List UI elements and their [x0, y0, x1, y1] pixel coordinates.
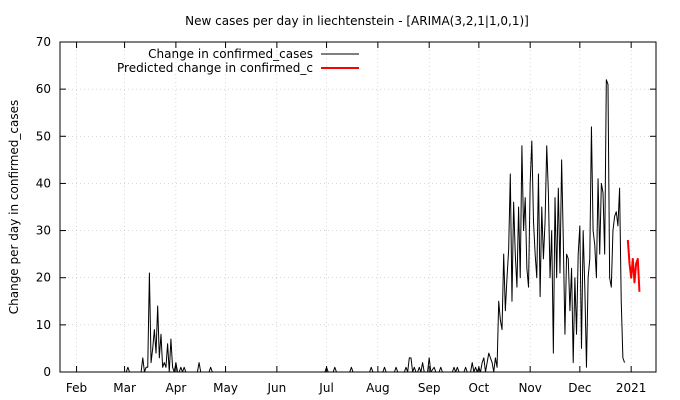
- series-layer: [60, 79, 641, 373]
- chart-title: New cases per day in liechtenstein - [AR…: [185, 14, 529, 28]
- legend-label-predicted: Predicted change in confirmed_c: [117, 61, 313, 75]
- x-tick-label: Aug: [366, 381, 389, 395]
- x-tick-label: Feb: [66, 381, 87, 395]
- y-tick-label: 40: [36, 176, 51, 190]
- y-tick-label: 20: [36, 271, 51, 285]
- x-tick-label: Nov: [518, 381, 541, 395]
- x-tick-label: May: [213, 381, 238, 395]
- y-tick-label: 60: [36, 82, 51, 96]
- series-line-actual: [60, 79, 626, 373]
- axis-ticks: 0 10 20 30 40 50 60 70 Feb Mar Apr May Jun Jul Aug Sep O…: [36, 35, 656, 395]
- plot-frame: [59, 41, 657, 373]
- series-line-predicted: [626, 239, 641, 292]
- x-tick-label: Jul: [318, 381, 333, 395]
- y-axis-label: Change per day in confirmed_cases: [7, 100, 21, 315]
- y-tick-label: 50: [36, 129, 51, 143]
- grid-lines: [60, 41, 656, 373]
- x-tick-label: Oct: [468, 381, 489, 395]
- y-tick-label: 0: [43, 365, 51, 379]
- x-tick-label: Sep: [418, 381, 441, 395]
- x-tick-label: Mar: [113, 381, 136, 395]
- legend-label-actual: Change in confirmed_cases: [148, 47, 313, 61]
- x-tick-label: 2021: [616, 381, 647, 395]
- y-tick-label: 10: [36, 318, 51, 332]
- y-tick-label: 30: [36, 224, 51, 238]
- x-tick-label: Jun: [267, 381, 287, 395]
- x-tick-label: Apr: [166, 381, 187, 395]
- x-tick-label: Dec: [568, 381, 591, 395]
- legend: Change in confirmed_cases Predicted chan…: [117, 47, 359, 75]
- y-tick-label: 70: [36, 35, 51, 49]
